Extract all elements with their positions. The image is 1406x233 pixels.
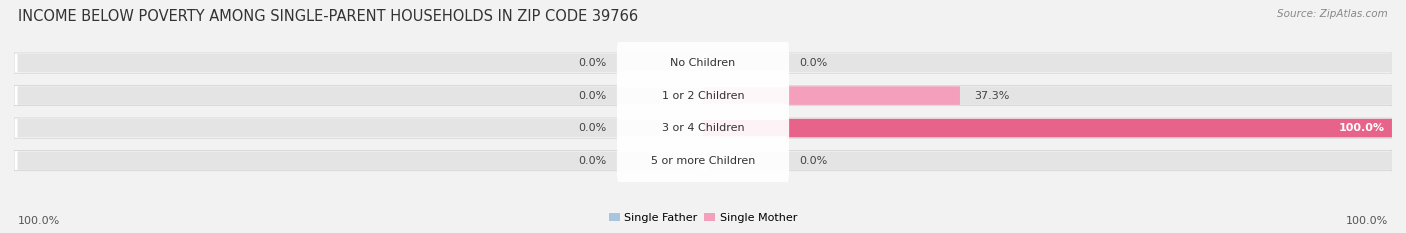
- Text: No Children: No Children: [671, 58, 735, 68]
- FancyBboxPatch shape: [617, 104, 789, 152]
- FancyBboxPatch shape: [14, 118, 1392, 138]
- Text: Source: ZipAtlas.com: Source: ZipAtlas.com: [1277, 9, 1388, 19]
- Text: 100.0%: 100.0%: [1339, 123, 1385, 133]
- FancyBboxPatch shape: [14, 53, 1392, 73]
- Text: 5 or more Children: 5 or more Children: [651, 156, 755, 166]
- Text: 0.0%: 0.0%: [800, 156, 828, 166]
- FancyBboxPatch shape: [706, 54, 1392, 72]
- FancyBboxPatch shape: [17, 119, 703, 137]
- Text: 0.0%: 0.0%: [578, 91, 606, 101]
- Text: 0.0%: 0.0%: [578, 123, 606, 133]
- Text: 3 or 4 Children: 3 or 4 Children: [662, 123, 744, 133]
- Text: 100.0%: 100.0%: [1346, 216, 1388, 226]
- Legend: Single Father, Single Mother: Single Father, Single Mother: [605, 209, 801, 227]
- FancyBboxPatch shape: [14, 86, 1392, 106]
- Text: 37.3%: 37.3%: [974, 91, 1010, 101]
- Text: 100.0%: 100.0%: [18, 216, 60, 226]
- FancyBboxPatch shape: [617, 39, 789, 87]
- FancyBboxPatch shape: [617, 136, 789, 185]
- FancyBboxPatch shape: [617, 71, 789, 120]
- FancyBboxPatch shape: [14, 151, 1392, 171]
- Text: 0.0%: 0.0%: [578, 156, 606, 166]
- FancyBboxPatch shape: [17, 86, 703, 105]
- FancyBboxPatch shape: [703, 86, 960, 105]
- FancyBboxPatch shape: [706, 86, 1392, 105]
- FancyBboxPatch shape: [706, 119, 1392, 137]
- Text: 1 or 2 Children: 1 or 2 Children: [662, 91, 744, 101]
- FancyBboxPatch shape: [17, 54, 703, 72]
- FancyBboxPatch shape: [17, 151, 703, 170]
- FancyBboxPatch shape: [706, 151, 1392, 170]
- Text: 0.0%: 0.0%: [800, 58, 828, 68]
- Text: INCOME BELOW POVERTY AMONG SINGLE-PARENT HOUSEHOLDS IN ZIP CODE 39766: INCOME BELOW POVERTY AMONG SINGLE-PARENT…: [18, 9, 638, 24]
- Text: 0.0%: 0.0%: [578, 58, 606, 68]
- FancyBboxPatch shape: [703, 119, 1392, 137]
